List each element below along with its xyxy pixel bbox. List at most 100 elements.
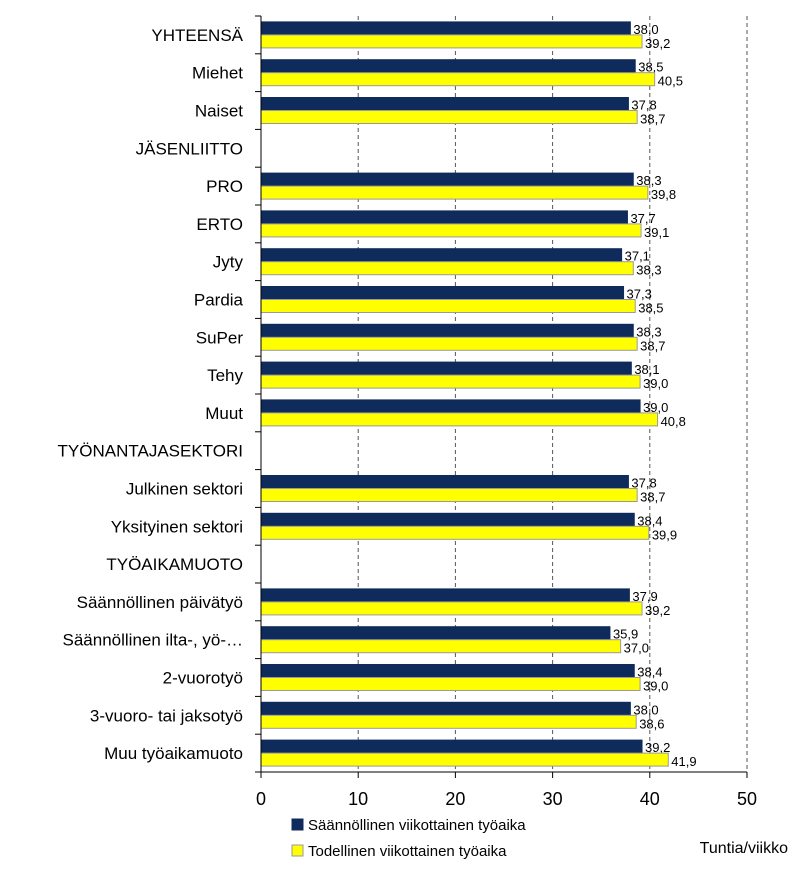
category-label: Julkinen sektori bbox=[126, 480, 243, 499]
category-label: Pardia bbox=[194, 291, 244, 310]
data-label: 37,1 bbox=[625, 249, 650, 264]
legend-label: Todellinen viikottainen työaika bbox=[308, 843, 507, 860]
bar-saannollinen bbox=[260, 626, 611, 641]
data-label: 37,9 bbox=[632, 589, 657, 604]
data-label: 38,6 bbox=[639, 716, 664, 731]
data-label: 39,0 bbox=[643, 376, 668, 391]
bar-todellinen bbox=[260, 412, 659, 427]
data-label: 38,1 bbox=[634, 362, 659, 377]
x-tick-label: 0 bbox=[256, 789, 266, 809]
category-label: TYÖNANTAJASEKTORI bbox=[58, 442, 243, 461]
category-label: Tehy bbox=[207, 366, 243, 385]
bar-saannollinen bbox=[260, 739, 643, 754]
data-label: 37,3 bbox=[627, 287, 652, 302]
data-label: 39,2 bbox=[645, 36, 670, 51]
bar-saannollinen bbox=[260, 399, 641, 414]
category-label: Säännöllinen ilta-, yö-… bbox=[63, 631, 243, 650]
legend-label: Säännöllinen viikottainen työaika bbox=[308, 817, 526, 834]
data-label: 35,9 bbox=[613, 627, 638, 642]
bar-saannollinen bbox=[260, 172, 634, 187]
bar-todellinen bbox=[260, 261, 634, 276]
category-label: 3-vuoro- tai jaksotyö bbox=[90, 706, 243, 725]
data-label: 38,3 bbox=[636, 263, 661, 278]
data-label: 38,5 bbox=[638, 60, 663, 75]
data-label: 38,3 bbox=[636, 173, 661, 188]
bar-todellinen bbox=[260, 488, 638, 502]
data-label: 38,0 bbox=[633, 702, 658, 717]
bar-todellinen bbox=[260, 714, 637, 729]
bar-todellinen bbox=[260, 374, 641, 389]
data-label: 39,1 bbox=[644, 225, 669, 240]
x-axis-title: Tuntia/viikko bbox=[700, 840, 788, 857]
bar-saannollinen bbox=[260, 210, 628, 225]
category-label: Naiset bbox=[195, 102, 243, 121]
data-label: 37,8 bbox=[631, 476, 656, 491]
bar-todellinen bbox=[260, 185, 649, 200]
x-tick-label: 30 bbox=[543, 789, 563, 809]
bar-saannollinen bbox=[260, 512, 635, 527]
x-tick-label: 50 bbox=[737, 789, 757, 809]
bar-saannollinen bbox=[260, 21, 631, 36]
data-label: 39,2 bbox=[645, 740, 670, 755]
data-label: 40,5 bbox=[658, 74, 683, 89]
bar-todellinen bbox=[260, 677, 641, 691]
bar-todellinen bbox=[260, 34, 643, 49]
data-label: 39,0 bbox=[643, 400, 668, 415]
bar-saannollinen bbox=[260, 588, 630, 603]
x-tick-label: 10 bbox=[348, 789, 368, 809]
category-label: Jyty bbox=[213, 253, 244, 272]
bar-saannollinen bbox=[260, 475, 629, 489]
data-label: 38,4 bbox=[637, 513, 662, 528]
data-label: 37,7 bbox=[630, 211, 655, 226]
legend-swatch bbox=[291, 818, 304, 831]
bar-todellinen bbox=[260, 72, 656, 87]
bar-saannollinen bbox=[260, 97, 629, 111]
category-label: JÄSENLIITTO bbox=[136, 139, 243, 158]
data-label: 38,7 bbox=[640, 490, 665, 505]
data-label: 38,5 bbox=[638, 301, 663, 316]
legend-swatch bbox=[291, 844, 304, 857]
data-label: 38,3 bbox=[636, 324, 661, 339]
category-label: 2-vuorotyö bbox=[163, 669, 243, 688]
category-label: Säännöllinen päivätyö bbox=[77, 593, 243, 612]
bar-saannollinen bbox=[260, 286, 625, 300]
data-label: 39,0 bbox=[643, 679, 668, 694]
data-label: 39,8 bbox=[651, 187, 676, 202]
category-label: ERTO bbox=[196, 215, 243, 234]
data-label: 38,7 bbox=[640, 112, 665, 127]
category-label: TYÖAIKAMUOTO bbox=[106, 555, 243, 574]
bar-saannollinen bbox=[260, 361, 632, 376]
data-label: 41,9 bbox=[671, 754, 696, 769]
category-label: Muut bbox=[205, 404, 243, 423]
data-label: 40,8 bbox=[661, 414, 686, 429]
bar-saannollinen bbox=[260, 323, 634, 338]
bar-todellinen bbox=[260, 601, 643, 616]
data-label: 38,7 bbox=[640, 338, 665, 353]
plot-area bbox=[261, 16, 747, 772]
bar-todellinen bbox=[260, 752, 669, 767]
bar-todellinen bbox=[260, 336, 638, 351]
bar-todellinen bbox=[260, 299, 636, 313]
category-label: Miehet bbox=[192, 64, 243, 83]
bar-todellinen bbox=[260, 223, 642, 238]
category-label: Yksityinen sektori bbox=[111, 517, 243, 536]
data-label: 39,2 bbox=[645, 603, 670, 618]
data-label: 37,0 bbox=[624, 641, 649, 656]
x-tick-label: 20 bbox=[445, 789, 465, 809]
category-label: YHTEENSÄ bbox=[151, 26, 243, 45]
data-label: 37,8 bbox=[631, 98, 656, 113]
bar-saannollinen bbox=[260, 59, 636, 74]
bar-todellinen bbox=[260, 525, 650, 540]
category-label: Muu työaikamuoto bbox=[104, 744, 243, 763]
data-label: 39,9 bbox=[652, 527, 677, 542]
category-label: PRO bbox=[206, 177, 243, 196]
x-tick-label: 40 bbox=[640, 789, 660, 809]
data-label: 38,4 bbox=[637, 665, 662, 680]
bar-saannollinen bbox=[260, 248, 623, 263]
bar-todellinen bbox=[260, 110, 638, 124]
data-label: 38,0 bbox=[633, 22, 658, 37]
bar-saannollinen bbox=[260, 701, 631, 716]
bar-saannollinen bbox=[260, 664, 635, 678]
